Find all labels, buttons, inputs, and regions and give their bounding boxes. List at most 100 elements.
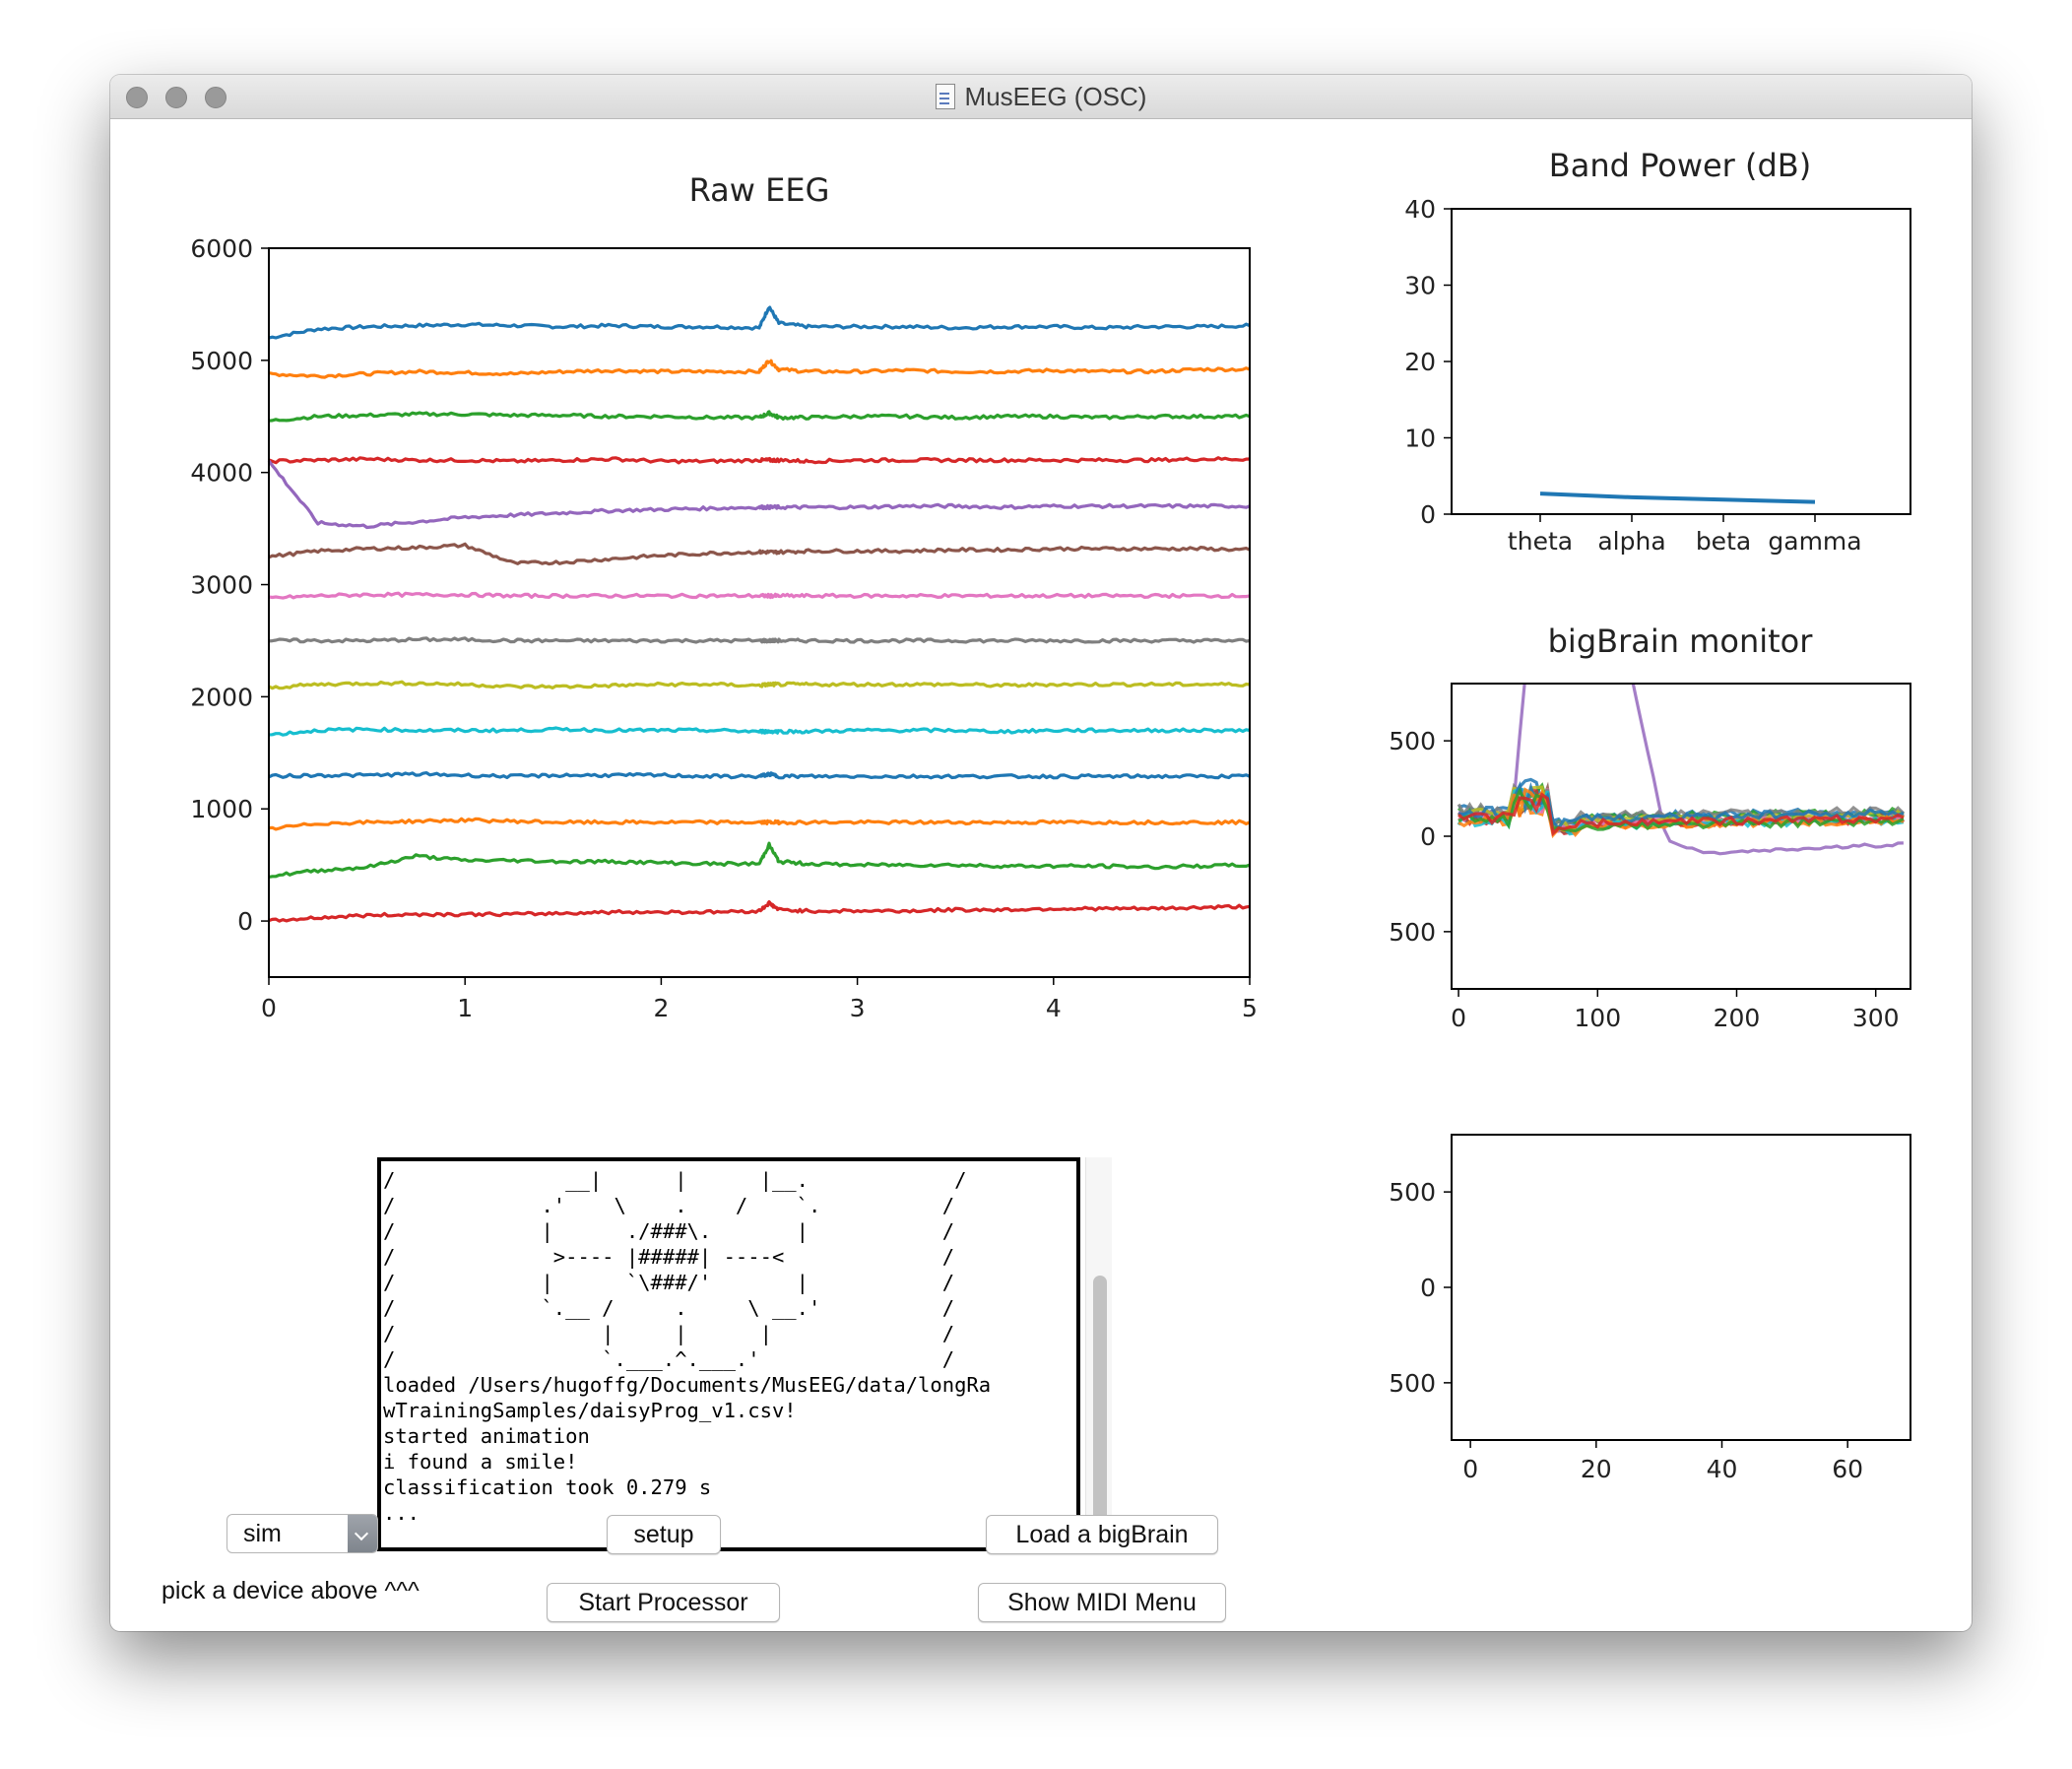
zoom-window-button[interactable]	[205, 87, 227, 108]
band-power-frame	[1451, 208, 1911, 515]
raw-eeg-ytick-label: 4000	[190, 459, 253, 488]
raw-eeg-series-line	[268, 636, 1251, 644]
document-icon	[935, 84, 955, 109]
load-bigbrain-button[interactable]: Load a bigBrain	[986, 1515, 1218, 1554]
raw-eeg-series-line	[268, 726, 1251, 737]
raw-eeg-ytick-label: 5000	[190, 347, 253, 375]
raw-eeg-series-line	[268, 359, 1251, 379]
empty-monitor-xtick-label: 60	[1832, 1455, 1863, 1483]
ascii-art-line: / .' \ . / `. /	[383, 1194, 955, 1217]
raw-eeg-series-line	[268, 542, 1251, 566]
ascii-art-line: / `.__ / . \ __.' /	[383, 1296, 955, 1320]
band-power-xtick-label: theta	[1508, 527, 1573, 556]
device-select-value: sim	[243, 1520, 282, 1547]
empty-monitor-frame	[1451, 1134, 1911, 1441]
band-power-xtick-label: beta	[1696, 527, 1751, 556]
empty-monitor-xtick-label: 40	[1707, 1455, 1738, 1483]
ascii-art-line: / | ./###\. | /	[383, 1219, 955, 1243]
band-power-series-group	[1539, 491, 1816, 504]
device-hint-label: pick a device above ^^^	[162, 1577, 420, 1605]
raw-eeg-series-line	[268, 680, 1251, 690]
band-power-xtick-label: gamma	[1768, 527, 1861, 556]
bigbrain-monitor-series-line	[1457, 787, 1905, 839]
band-power-ytick-label: 10	[1404, 425, 1436, 453]
raw-eeg-series-line	[268, 305, 1251, 340]
bigbrain-monitor-ytick-label: 500	[1389, 918, 1436, 947]
band-power-xticks: theta alpha beta gamma	[1508, 514, 1862, 556]
lower-plot-canvas: 0 20 40 60 500 0 500	[1389, 1134, 1911, 1483]
bigbrain-monitor-xtick-label: 200	[1714, 1004, 1761, 1032]
close-window-button[interactable]	[126, 87, 148, 108]
raw-eeg-xtick-label: 5	[1242, 994, 1258, 1022]
ascii-art-line: / __| | |__. /	[383, 1168, 967, 1192]
log-line: loaded /Users/hugoffg/Documents/MusEEG/d…	[383, 1373, 992, 1397]
band-power-yticks: 0 10 20 30 40	[1404, 195, 1452, 529]
band-power-series-line	[1539, 491, 1816, 504]
empty-monitor-xticks: 0 20 40 60	[1462, 1440, 1863, 1483]
console-text: / __| | |__. / / .' \ . / `. / / | ./###…	[381, 1161, 1076, 1526]
raw-eeg-xtick-label: 4	[1046, 994, 1062, 1022]
raw-eeg-xtick-label: 1	[457, 994, 473, 1022]
log-line: ...	[383, 1501, 421, 1525]
empty-monitor-ytick-label: 0	[1420, 1274, 1436, 1302]
show-midi-menu-button[interactable]: Show MIDI Menu	[978, 1583, 1226, 1622]
band-power-chart: Band Power (dB) theta alpha beta gamma 0 10 2…	[1404, 147, 1911, 556]
bigbrain-monitor-xticks: 0 100 200 300	[1451, 989, 1900, 1032]
log-line: classification took 0.279 s	[383, 1475, 712, 1499]
bigbrain-monitor-xtick-label: 100	[1574, 1004, 1621, 1032]
raw-eeg-xtick-label: 3	[850, 994, 866, 1022]
raw-eeg-xticks: 0 1 2 3 4 5	[261, 977, 1258, 1022]
bigbrain-monitor-series-line	[1457, 684, 1904, 856]
raw-eeg-series-line	[268, 410, 1251, 423]
console-output[interactable]: / __| | |__. / / .' \ . / `. / / | ./###…	[377, 1157, 1080, 1551]
ascii-art-line: / | `\###/' | /	[383, 1271, 955, 1294]
raw-eeg-chart: Raw EEG 0 1 2 3 4 5 0 1000 2000 3000 4000 5000 6000	[190, 171, 1258, 1022]
chevron-down-icon[interactable]	[348, 1515, 377, 1552]
title-bar: MusEEG (OSC)	[110, 75, 1972, 119]
raw-eeg-series-line	[268, 817, 1251, 831]
ascii-art-line: / | | | /	[383, 1322, 955, 1345]
raw-eeg-title: Raw EEG	[689, 171, 830, 209]
setup-button[interactable]: setup	[607, 1515, 721, 1554]
empty-monitor-ytick-label: 500	[1389, 1369, 1436, 1398]
window-title: MusEEG (OSC)	[964, 82, 1147, 111]
bigbrain-monitor-chart: bigBrain monitor 0 100 200 300 500 0 500	[1389, 622, 1911, 1032]
raw-eeg-series-line	[268, 900, 1251, 923]
ascii-art-line: / `.___.^.___.' /	[383, 1347, 955, 1371]
log-line: started animation	[383, 1424, 590, 1448]
raw-eeg-series-group	[267, 305, 1251, 923]
empty-monitor-xtick-label: 0	[1462, 1455, 1478, 1483]
raw-eeg-series-line	[268, 591, 1251, 600]
band-power-ytick-label: 20	[1404, 348, 1436, 376]
raw-eeg-series-line	[268, 771, 1251, 780]
minimize-window-button[interactable]	[165, 87, 187, 108]
band-power-ytick-label: 0	[1420, 500, 1436, 529]
raw-eeg-ytick-label: 1000	[190, 795, 253, 823]
raw-eeg-series-line	[268, 456, 1251, 465]
bigbrain-monitor-xtick-label: 0	[1451, 1004, 1466, 1032]
empty-monitor-yticks: 500 0 500	[1389, 1178, 1452, 1398]
bigbrain-monitor-series-group	[1457, 684, 1906, 856]
band-power-ytick-label: 40	[1404, 195, 1436, 224]
bigbrain-monitor-ytick-label: 500	[1389, 727, 1436, 755]
raw-eeg-ytick-label: 6000	[190, 234, 253, 263]
device-select[interactable]: sim	[227, 1514, 378, 1553]
console-scrollbar-thumb[interactable]	[1093, 1276, 1107, 1543]
window-title-container: MusEEG (OSC)	[110, 75, 1972, 118]
start-processor-button[interactable]: Start Processor	[547, 1583, 780, 1622]
console-scrollbar[interactable]	[1085, 1157, 1112, 1551]
raw-eeg-frame	[268, 247, 1251, 978]
raw-eeg-xtick-label: 0	[261, 994, 277, 1022]
raw-eeg-ytick-label: 0	[237, 907, 253, 936]
ascii-art-line: / >---- |#####| ----< /	[383, 1245, 955, 1269]
empty-monitor-ytick-label: 500	[1389, 1178, 1436, 1207]
log-line: i found a smile!	[383, 1450, 578, 1474]
bigbrain-monitor-series-line	[1457, 792, 1905, 837]
raw-eeg-yticks: 0 1000 2000 3000 4000 5000 6000	[190, 234, 269, 936]
raw-eeg-series-line	[268, 841, 1251, 879]
band-power-xtick-label: alpha	[1597, 527, 1665, 556]
log-line: wTrainingSamples/daisyProg_v1.csv!	[383, 1399, 797, 1422]
